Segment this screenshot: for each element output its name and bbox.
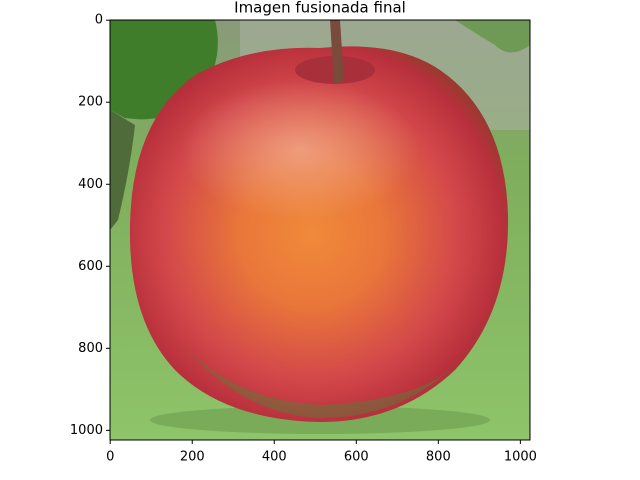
- y-tick-label: 0: [95, 13, 103, 28]
- y-tick-label: 800: [78, 341, 103, 356]
- axes-frame: [109, 19, 531, 441]
- x-tick-label: 800: [426, 450, 451, 465]
- x-tick-label: 0: [106, 450, 114, 465]
- y-tick-label: 600: [78, 259, 103, 274]
- x-tick-label: 1000: [504, 450, 537, 465]
- x-tick-label: 200: [180, 450, 205, 465]
- y-tick-label: 400: [78, 177, 103, 192]
- chart-title: Imagen fusionada final: [234, 0, 406, 17]
- y-tick-label: 200: [78, 95, 103, 110]
- image: [110, 20, 530, 440]
- x-tick-label: 600: [344, 450, 369, 465]
- x-tick-label: 400: [262, 450, 287, 465]
- y-tick-label: 1000: [70, 423, 103, 438]
